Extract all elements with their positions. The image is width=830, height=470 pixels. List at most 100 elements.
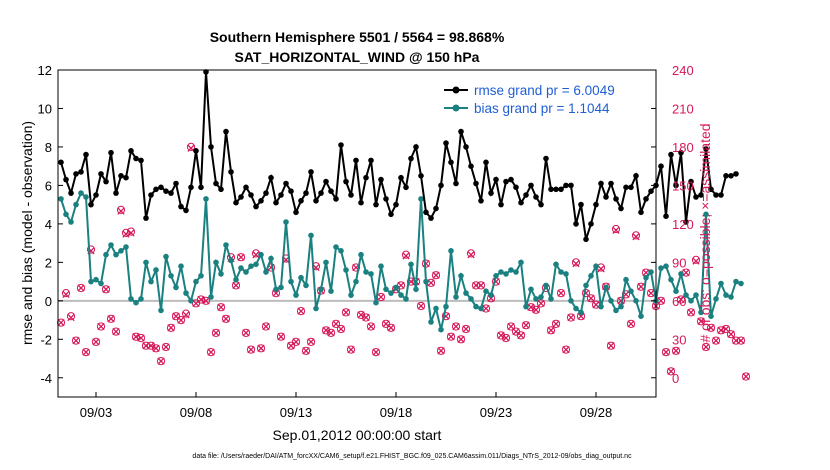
bias-point — [93, 276, 99, 283]
bias-point — [243, 269, 249, 275]
obs-possible-point — [156, 357, 166, 366]
rmse-point — [483, 159, 489, 166]
obs-assimilated-point — [192, 299, 200, 308]
obs-assimilated-point — [162, 343, 170, 351]
y-axis-left: -4 -2 0 2 4 6 8 10 12 — [38, 63, 63, 386]
rmse-point — [578, 201, 584, 208]
x-tick-label: 09/13 — [280, 405, 313, 420]
bias-point — [658, 265, 664, 271]
bias-point — [228, 257, 234, 264]
rmse-point — [78, 169, 84, 175]
bias-point — [638, 313, 644, 320]
obs-possible-point — [216, 303, 226, 312]
obs-assimilated-point — [102, 285, 110, 293]
obs-assimilated-point — [307, 338, 315, 346]
obs-possible-point — [276, 332, 286, 341]
rmse-point — [173, 180, 179, 187]
obs-possible-point — [181, 309, 191, 318]
y2-tick-label: 120 — [672, 217, 694, 232]
bias-point — [308, 232, 314, 239]
obs-possible-point — [416, 301, 426, 311]
obs-assimilated-point — [667, 367, 675, 376]
rmse-point — [548, 186, 554, 193]
rmse-point — [458, 128, 464, 135]
bias-point — [58, 196, 64, 202]
rmse-point — [188, 184, 194, 191]
obs-assimilated-point — [292, 338, 300, 346]
obs-possible-point — [501, 333, 511, 343]
chart-title: Southern Hemisphere 5501 / 5564 = 98.868… — [210, 29, 505, 45]
y-tick-label: 0 — [45, 294, 52, 309]
rmse-point — [428, 215, 434, 221]
rmse-point — [108, 149, 114, 156]
bias-point — [718, 280, 724, 287]
rmse-point — [268, 174, 274, 181]
bias-point — [348, 292, 354, 298]
obs-possible-point — [301, 346, 311, 355]
obs-possible-point — [86, 245, 96, 254]
rmse-point — [468, 163, 474, 169]
rmse-point — [378, 176, 384, 183]
rmse-point — [313, 198, 319, 204]
bias-point — [233, 276, 239, 283]
obs-possible-point — [731, 336, 741, 345]
x-tick-label: 09/23 — [480, 405, 513, 420]
obs-assimilated-point — [627, 320, 635, 328]
rmse-point — [673, 182, 679, 189]
rmse-point — [518, 199, 524, 206]
bias-point — [663, 263, 669, 270]
rmse-point — [323, 178, 329, 185]
rmse-point — [608, 180, 614, 187]
bias-point — [263, 269, 269, 275]
rmse-point — [668, 151, 674, 158]
obs-assimilated-point — [587, 294, 595, 302]
rmse-point — [153, 186, 159, 193]
obs-assimilated-point — [562, 345, 570, 354]
obs-possible-point — [191, 299, 201, 308]
legend-rmse-label: rmse grand pr = 6.0049 — [474, 83, 615, 98]
obs-possible-point — [451, 322, 461, 331]
bias-point — [448, 248, 454, 254]
bias-point — [328, 288, 334, 295]
rmse-point — [388, 211, 394, 218]
rmse-point — [253, 203, 259, 210]
obs-assimilated-point — [552, 320, 560, 328]
obs-assimilated-point — [72, 336, 80, 345]
rmse-point — [233, 199, 239, 206]
bias-point — [168, 273, 174, 279]
bias-point — [643, 274, 649, 281]
rmse-point — [643, 196, 649, 202]
obs-assimilated-point — [67, 313, 75, 322]
obs-possible-point — [691, 255, 701, 264]
obs-possible-point — [631, 231, 641, 240]
bias-point — [393, 284, 399, 291]
obs-possible-point — [336, 324, 346, 334]
obs-assimilated-point — [107, 315, 115, 323]
obs-possible-point — [341, 308, 351, 317]
bias-point — [623, 276, 629, 283]
obs-assimilated-point — [737, 336, 745, 345]
obs-possible-point — [236, 253, 246, 262]
bias-point — [573, 305, 579, 312]
y-tick-label: 4 — [45, 217, 52, 232]
obs-assimilated-point — [437, 347, 445, 355]
obs-assimilated-point — [257, 344, 265, 352]
rmse-point — [263, 190, 269, 196]
y2-tick-label: 210 — [672, 101, 694, 116]
obs-assimilated-point — [677, 295, 685, 304]
bias-point — [268, 255, 274, 262]
bias-point — [148, 278, 154, 285]
obs-possible-point — [516, 331, 526, 340]
obs-assimilated-point — [207, 348, 215, 356]
obs-assimilated-point — [632, 233, 640, 241]
rmse-point — [493, 176, 499, 183]
obs-possible-point — [106, 314, 116, 323]
obs-assimilated-point — [657, 297, 665, 305]
rmse-point — [248, 192, 254, 198]
x-tick-label: 09/28 — [580, 405, 613, 420]
bias-point — [388, 290, 394, 296]
rmse-point — [473, 180, 479, 187]
obs-assimilated-point — [697, 317, 705, 325]
x-tick-label: 09/08 — [180, 405, 213, 420]
